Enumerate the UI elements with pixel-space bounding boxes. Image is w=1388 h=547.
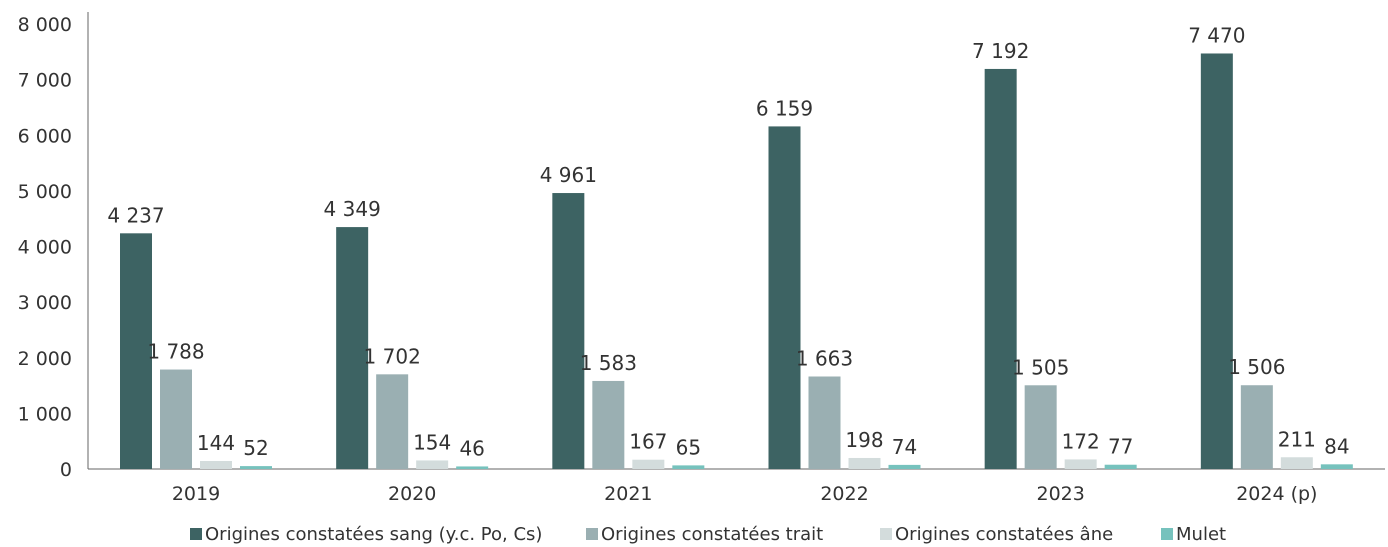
data-label: 1 505 bbox=[1012, 355, 1069, 379]
data-label: 198 bbox=[845, 428, 883, 452]
bar bbox=[808, 376, 841, 469]
bar bbox=[376, 374, 409, 469]
bar bbox=[200, 460, 232, 469]
bar bbox=[416, 460, 449, 469]
x-tick-label: 2023 bbox=[1036, 483, 1084, 505]
x-tick-label: 2021 bbox=[604, 483, 652, 505]
bar bbox=[1280, 457, 1313, 469]
data-label: 7 470 bbox=[1188, 23, 1245, 47]
x-tick-label: 2022 bbox=[820, 483, 868, 505]
data-label: 167 bbox=[629, 430, 667, 454]
legend-swatch bbox=[190, 528, 202, 540]
y-tick-label: 6 000 bbox=[18, 125, 72, 147]
bar bbox=[552, 193, 585, 469]
data-label: 46 bbox=[459, 436, 484, 460]
data-label: 144 bbox=[197, 431, 235, 455]
legend-swatch bbox=[880, 528, 892, 540]
bar bbox=[768, 126, 801, 469]
legend-label: Mulet bbox=[1176, 524, 1226, 545]
bar bbox=[456, 466, 489, 469]
y-axis: 0 1 000 2 000 3 000 4 000 5 000 6 000 7 000 8 00… bbox=[18, 12, 89, 481]
bar bbox=[240, 466, 272, 469]
x-tick-label: 2019 bbox=[172, 483, 220, 505]
bar bbox=[1064, 459, 1097, 469]
legend-swatch bbox=[586, 528, 598, 540]
data-label: 74 bbox=[892, 435, 917, 459]
y-tick-label: 0 bbox=[60, 459, 72, 481]
data-label: 52 bbox=[243, 436, 268, 460]
bar bbox=[848, 457, 881, 469]
y-tick-label: 8 000 bbox=[18, 14, 72, 36]
data-label: 84 bbox=[1324, 434, 1349, 458]
y-tick-label: 4 000 bbox=[18, 237, 72, 259]
legend-label: Origines constatées trait bbox=[601, 524, 823, 545]
legend-label: Origines constatées âne bbox=[895, 524, 1113, 545]
data-label: 1 506 bbox=[1228, 355, 1285, 379]
bar bbox=[672, 465, 705, 469]
data-label: 4 961 bbox=[540, 163, 597, 187]
bar bbox=[1024, 385, 1057, 469]
data-label: 65 bbox=[676, 435, 701, 459]
data-label: 7 192 bbox=[972, 39, 1029, 63]
y-tick-label: 5 000 bbox=[18, 181, 72, 203]
bar bbox=[1320, 464, 1353, 469]
y-tick-label: 3 000 bbox=[18, 292, 72, 314]
legend-label: Origines constatées sang (y.c. Po, Cs) bbox=[205, 524, 542, 545]
data-label: 1 583 bbox=[580, 351, 637, 375]
data-label: 1 702 bbox=[364, 344, 421, 368]
bar bbox=[1240, 385, 1273, 469]
data-label: 77 bbox=[1108, 435, 1133, 459]
y-tick-label: 7 000 bbox=[18, 70, 72, 92]
data-labels: 4 237 1 788 144 52 4 349 1 702 154 46 4 961 1 583… bbox=[107, 23, 1349, 460]
legend-swatch bbox=[1161, 528, 1173, 540]
data-label: 6 159 bbox=[756, 96, 813, 120]
bar bbox=[1200, 53, 1233, 469]
bar bbox=[888, 464, 921, 469]
data-label: 4 237 bbox=[107, 203, 164, 227]
bar bbox=[984, 68, 1017, 469]
data-label: 1 788 bbox=[147, 340, 204, 364]
data-label: 211 bbox=[1278, 427, 1316, 451]
x-axis: 2019 2020 2021 2022 2023 2024 (p) bbox=[88, 468, 1385, 505]
x-tick-label: 2024 (p) bbox=[1236, 483, 1317, 505]
data-label: 4 349 bbox=[324, 197, 381, 221]
legend: Origines constatées sang (y.c. Po, Cs) Or… bbox=[190, 524, 1226, 545]
x-tick-label: 2020 bbox=[388, 483, 436, 505]
data-label: 172 bbox=[1062, 429, 1100, 453]
y-tick-label: 2 000 bbox=[18, 348, 72, 370]
bar bbox=[632, 459, 665, 469]
bars bbox=[120, 53, 1353, 469]
y-tick-label: 1 000 bbox=[18, 403, 72, 425]
bar bbox=[592, 380, 625, 469]
bar bbox=[160, 369, 192, 469]
bar bbox=[120, 233, 152, 469]
data-label: 1 663 bbox=[796, 346, 853, 370]
data-label: 154 bbox=[413, 430, 451, 454]
bar bbox=[336, 227, 369, 469]
bar bbox=[1104, 464, 1137, 469]
